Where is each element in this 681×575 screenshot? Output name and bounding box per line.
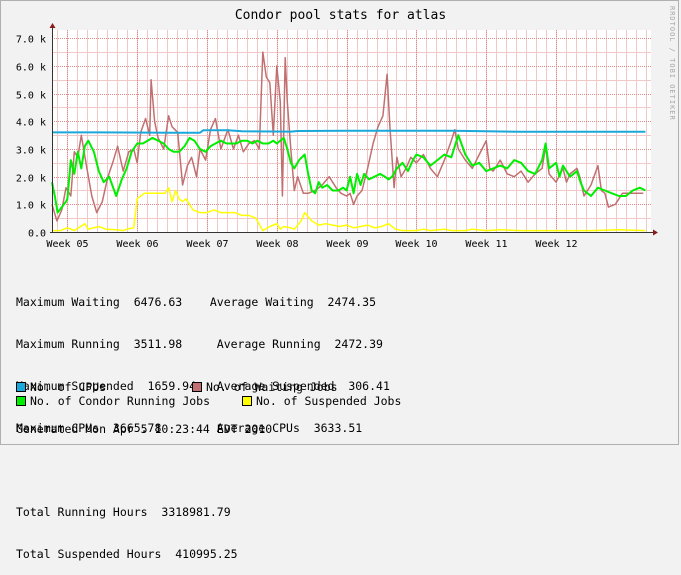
y-tick-label: 4.0 k [16, 118, 46, 129]
legend-item-waiting: No. of Waiting Jobs [192, 380, 338, 394]
y-axis-arrow [49, 23, 56, 28]
x-tick-label: Week 07 [186, 239, 228, 250]
graph-frame [0, 0, 679, 445]
legend-label-running: No. of Condor Running Jobs [30, 394, 211, 408]
legend-label-waiting: No. of Waiting Jobs [206, 380, 338, 394]
y-tick-label: 2.0 k [16, 174, 46, 185]
stats-line-running: Maximum Running 3511.98 Average Running … [16, 337, 383, 351]
legend-swatch-cpus [16, 382, 26, 392]
legend-item-cpus: No. of CPUs [16, 380, 106, 394]
stats-line-blank [16, 463, 390, 477]
x-axis-arrow [653, 229, 658, 236]
series-cpus [52, 129, 646, 134]
x-tick-label: Week 09 [326, 239, 368, 250]
x-tick-label: Week 05 [46, 239, 88, 250]
y-tick-label: 3.0 k [16, 146, 46, 157]
series-suspended-jobs [52, 186, 646, 232]
chart: 0.0 1.0 k 2.0 k 3.0 k 4.0 k 5.0 k 6.0 k 7.0 k We… [16, 23, 658, 250]
stats-line-cpus: Maximum CPUs 3665.78 Average CPUs 3633.5… [16, 421, 363, 435]
watermark: RRDTOOL / TOBI OETIKER [668, 6, 676, 121]
series-running-jobs [51, 134, 646, 214]
stats-total-suspended-hours: Total Suspended Hours 410995.25 [16, 547, 238, 561]
x-tick-label: Week 11 [465, 239, 507, 250]
x-tick-label: Week 06 [116, 239, 158, 250]
legend-item-suspended: No. of Suspended Jobs [242, 394, 401, 408]
stats-total-running-hours: Total Running Hours 3318981.79 [16, 505, 231, 519]
stats-line-suspended: Maximum Suspended 1659.94 Average Suspen… [16, 379, 390, 393]
legend-swatch-waiting [192, 382, 202, 392]
legend-swatch-suspended [242, 396, 252, 406]
y-tick-label: 5.0 k [16, 91, 46, 102]
y-tick-label: 0.0 [28, 229, 46, 240]
y-tick-label: 6.0 k [16, 63, 46, 74]
chart-title: Condor pool stats for atlas [234, 8, 447, 23]
generated-timestamp: Generated Mon Apr 5 10:23:44 EDT 2010 [16, 422, 273, 436]
stats-block: Maximum Waiting 6476.63 Average Waiting … [16, 267, 390, 575]
x-tick-label: Week 08 [256, 239, 298, 250]
legend-label-cpus: No. of CPUs [30, 380, 107, 394]
legend-label-suspended: No. of Suspended Jobs [256, 394, 402, 408]
x-tick-label: Week 12 [535, 239, 577, 250]
legend-item-running: No. of Condor Running Jobs [16, 394, 210, 408]
y-tick-label: 1.0 k [16, 201, 46, 212]
legend-swatch-running [16, 396, 26, 406]
y-tick-label: 7.0 k [16, 35, 46, 46]
x-tick-label: Week 10 [395, 239, 437, 250]
stats-line-waiting: Maximum Waiting 6476.63 Average Waiting … [16, 295, 377, 309]
